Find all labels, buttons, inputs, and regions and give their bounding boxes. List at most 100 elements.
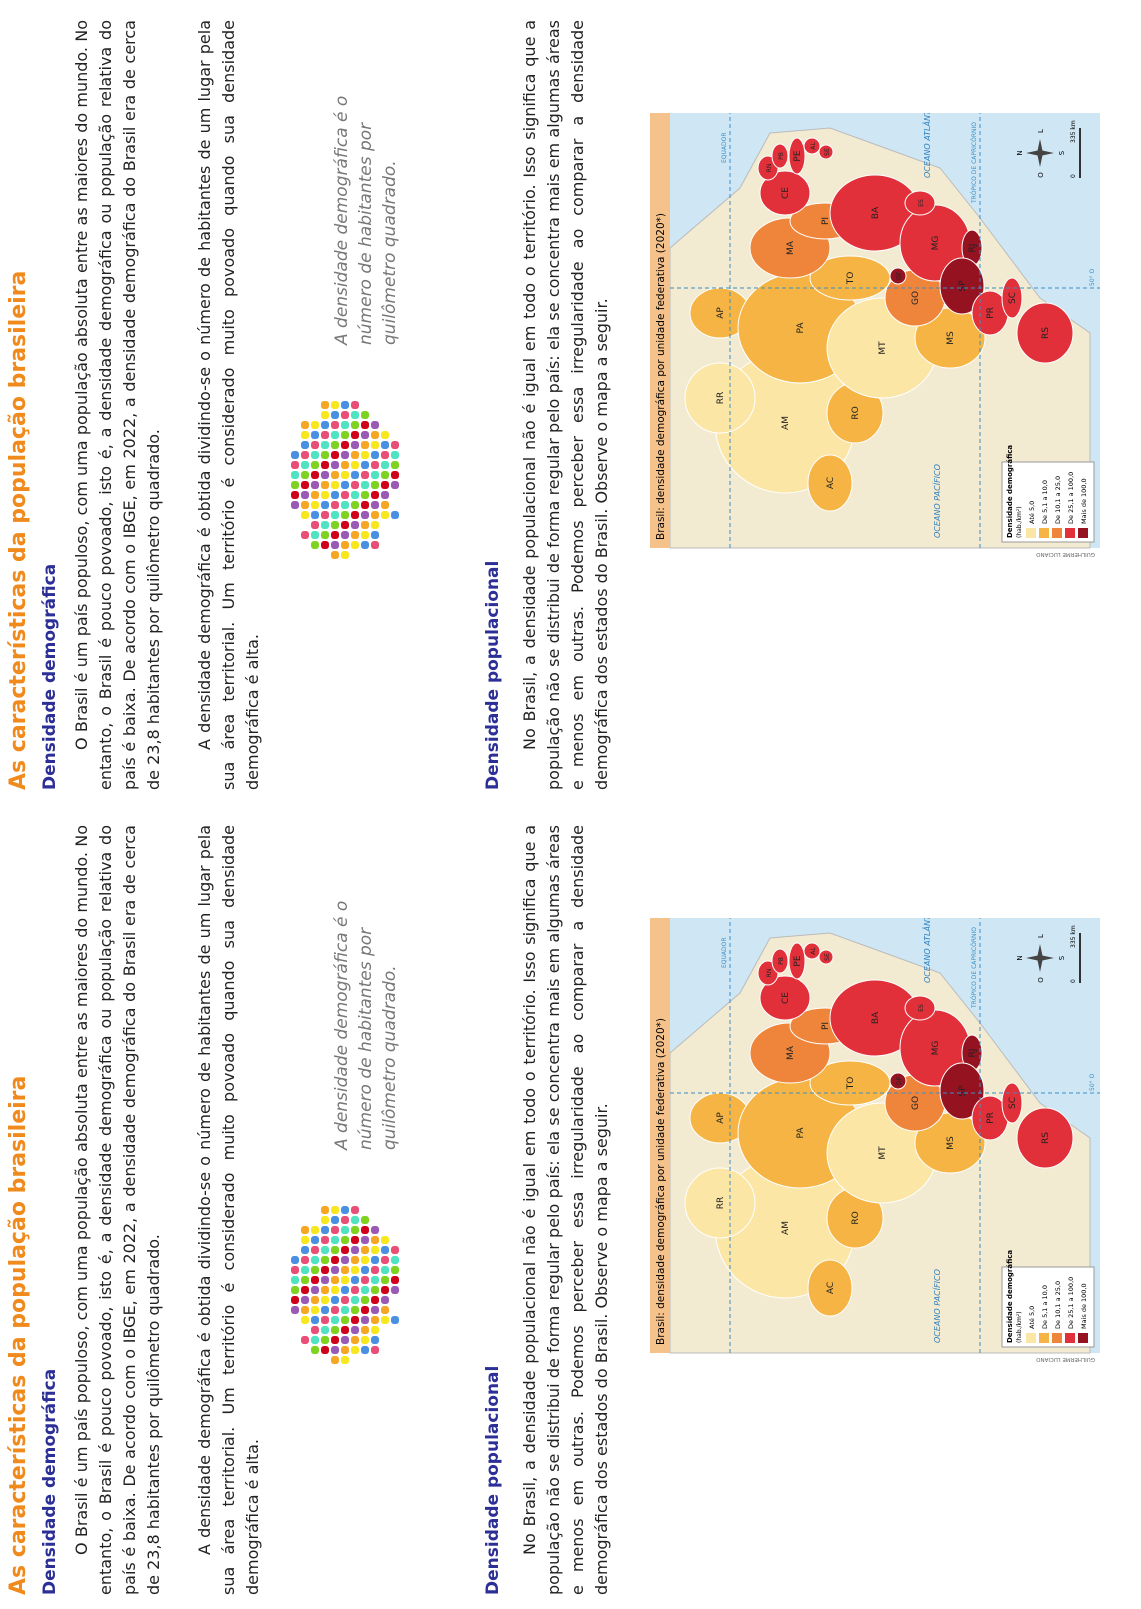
mosaic-tile [321, 1336, 329, 1344]
ocean-label: OCEANO ATLÂNTICO [921, 113, 932, 178]
mosaic-tile [371, 1326, 379, 1334]
mosaic-tile [371, 451, 379, 459]
ocean-label: OCEANO ATLÂNTICO [921, 918, 932, 983]
mosaic-tile [371, 471, 379, 479]
legend-label: De 5,1 a 10,0 [1041, 1285, 1049, 1329]
mosaic-tile [361, 1286, 369, 1294]
state [889, 1072, 907, 1090]
mosaic-tile [321, 411, 329, 419]
mosaic-tile [371, 1286, 379, 1294]
mosaic-tile [361, 481, 369, 489]
mosaic-tile [291, 461, 299, 469]
mosaic-tile [371, 1236, 379, 1244]
mosaic-tile [341, 1336, 349, 1344]
state-label: TO [846, 272, 856, 286]
mosaic-tile [371, 1306, 379, 1314]
state [803, 942, 821, 960]
section-heading: Densidade demográfica [40, 563, 60, 790]
mosaic-tile [341, 1346, 349, 1354]
mosaic-tile [361, 1246, 369, 1254]
mosaic-tile [331, 401, 339, 409]
mosaic-tile [351, 1256, 359, 1264]
mosaic-tile [371, 1256, 379, 1264]
mosaic-tile [391, 1256, 399, 1264]
state-label: AC [826, 477, 836, 489]
mosaic-tile [341, 441, 349, 449]
mosaic-tile [381, 431, 389, 439]
mosaic-tile [301, 461, 309, 469]
mosaic-tile [321, 511, 329, 519]
mosaic-tile [371, 541, 379, 549]
state [904, 190, 936, 216]
mosaic-tile [371, 1246, 379, 1254]
mosaic-tile [301, 511, 309, 519]
state [788, 137, 806, 175]
mosaic-tile [321, 541, 329, 549]
mosaic-tile [331, 541, 339, 549]
state-label: AC [826, 1282, 836, 1294]
state [807, 454, 853, 512]
state-label: RR [716, 1197, 726, 1210]
mosaic-tile [371, 421, 379, 429]
legend-label: De 10,1 a 25,0 [1054, 476, 1062, 524]
mosaic-tile [351, 1276, 359, 1284]
page-copy: As características da população brasilei… [0, 805, 1141, 1605]
state-label: GO [911, 291, 921, 305]
mosaic-tile [291, 491, 299, 499]
mosaic-tile [351, 1286, 359, 1294]
mosaic-tile [331, 1236, 339, 1244]
state-label: DF [896, 1076, 903, 1085]
map: AM RR AP PA AC RO MT MS TO MA PI CE RN PB PE AL SE BA GO DF… [650, 113, 1100, 557]
state-label: PB [778, 957, 785, 965]
mosaic-tile [311, 1266, 319, 1274]
mosaic-tile [351, 1216, 359, 1224]
mosaic-tile [381, 1286, 389, 1294]
legend: Densidade demográfica (hab./km²) Até 5,0 De… [1001, 1250, 1095, 1348]
mosaic-tile [321, 441, 329, 449]
mosaic-tile [361, 1296, 369, 1304]
legend-swatch [1039, 528, 1049, 538]
state-label: SP [958, 1085, 968, 1097]
mosaic-tile [351, 1336, 359, 1344]
legend-swatch [1026, 1333, 1036, 1343]
mosaic-tile [321, 1206, 329, 1214]
mosaic-tile [381, 1306, 389, 1314]
mosaic-tile [331, 1266, 339, 1274]
mosaic-tile [341, 431, 349, 439]
mosaic-tile [301, 1316, 309, 1324]
mosaic-tile [391, 1286, 399, 1294]
mosaic-tile [391, 511, 399, 519]
mosaic-tile [291, 451, 299, 459]
mosaic-tile [361, 511, 369, 519]
mosaic-tile [371, 441, 379, 449]
mosaic-tile [361, 1346, 369, 1354]
mosaic-tile [321, 531, 329, 539]
state-label: MT [878, 341, 888, 355]
mosaic-tile [321, 1276, 329, 1284]
mosaic-tile [381, 481, 389, 489]
mosaic-tile [381, 501, 389, 509]
mosaic-tile [391, 1316, 399, 1324]
scale-label: 0 [1070, 174, 1077, 178]
mosaic-tile [361, 1276, 369, 1284]
title: As características da população brasilei… [6, 270, 31, 790]
mosaic-tile [341, 401, 349, 409]
mosaic-tile [311, 1276, 319, 1284]
legend-label: De 5,1 a 10,0 [1041, 480, 1049, 524]
mosaic-tile [391, 471, 399, 479]
mosaic-tile [291, 1276, 299, 1284]
mosaic-tile [311, 1246, 319, 1254]
mosaic-tile [361, 1236, 369, 1244]
mosaic-tile [351, 411, 359, 419]
credit: GUILHERME LUCIANO [1035, 1356, 1095, 1362]
mosaic-tile [311, 1256, 319, 1264]
mosaic-tile [311, 521, 319, 529]
state-label: PA [796, 1127, 806, 1139]
mosaic-tile [351, 511, 359, 519]
meridian-label: 50° O [1089, 268, 1096, 286]
mosaic-tile [361, 461, 369, 469]
mosaic-tile [341, 1286, 349, 1294]
mosaic-tile [351, 1326, 359, 1334]
mosaic-tile [351, 441, 359, 449]
mosaic-tile [341, 1356, 349, 1364]
